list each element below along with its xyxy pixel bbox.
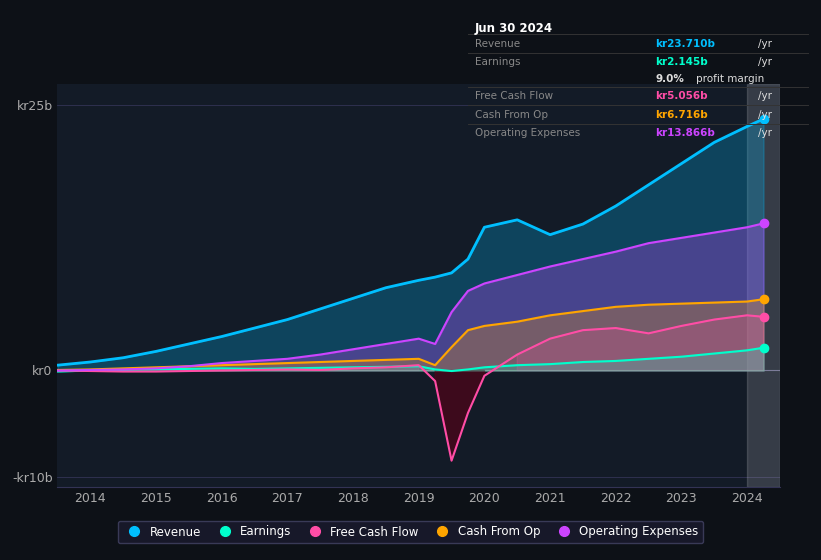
Text: kr23.710b: kr23.710b [655, 39, 715, 49]
Text: kr13.866b: kr13.866b [655, 128, 715, 138]
Text: kr6.716b: kr6.716b [655, 110, 709, 120]
Text: Free Cash Flow: Free Cash Flow [475, 91, 553, 101]
Text: Cash From Op: Cash From Op [475, 110, 548, 120]
Text: 9.0%: 9.0% [655, 74, 684, 85]
Text: kr2.145b: kr2.145b [655, 58, 709, 67]
Text: profit margin: profit margin [696, 74, 764, 85]
Text: /yr: /yr [758, 58, 772, 67]
Text: Revenue: Revenue [475, 39, 520, 49]
Text: /yr: /yr [758, 91, 772, 101]
Text: /yr: /yr [758, 39, 772, 49]
Legend: Revenue, Earnings, Free Cash Flow, Cash From Op, Operating Expenses: Revenue, Earnings, Free Cash Flow, Cash … [118, 521, 703, 543]
Text: kr5.056b: kr5.056b [655, 91, 708, 101]
Text: /yr: /yr [758, 110, 772, 120]
Text: Earnings: Earnings [475, 58, 521, 67]
Bar [747, 84, 780, 487]
Text: Operating Expenses: Operating Expenses [475, 128, 580, 138]
Text: /yr: /yr [758, 128, 772, 138]
Text: Jun 30 2024: Jun 30 2024 [475, 22, 553, 35]
